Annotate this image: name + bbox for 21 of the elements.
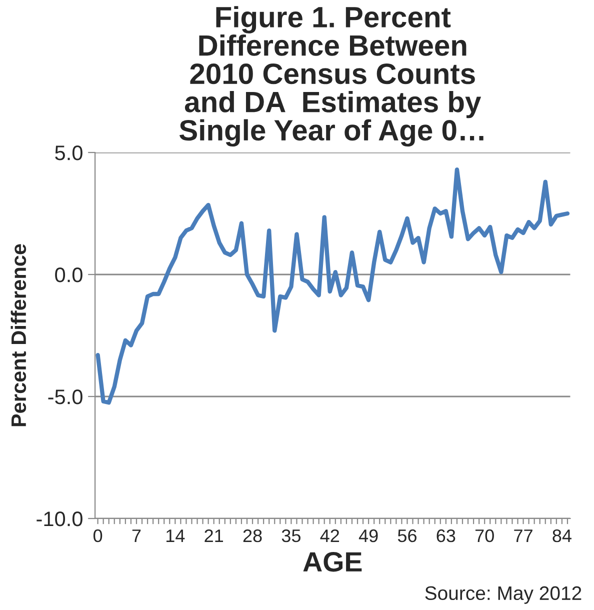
x-tick-label: 14 bbox=[166, 530, 185, 542]
chart-title: Figure 1. Percent Difference Between 2010 Census Counts and DA Estimates by Single Year of Age 0… bbox=[179, 6, 484, 147]
x-tick-label: 63 bbox=[436, 529, 456, 542]
y-tick-label: 5.0 bbox=[55, 146, 82, 160]
y-tick-label: -10.0 bbox=[36, 512, 82, 526]
x-tick-label: 7 bbox=[132, 530, 141, 542]
x-tick-label: 0 bbox=[93, 529, 102, 542]
x-tick-label: 84 bbox=[552, 529, 572, 542]
x-tick-label: 42 bbox=[320, 529, 340, 542]
x-tick-label: 70 bbox=[475, 529, 494, 542]
source-note: Source: May 2012 bbox=[425, 586, 582, 604]
y-axis-title: Percent Difference bbox=[10, 244, 26, 426]
x-tick-label: 56 bbox=[398, 529, 416, 542]
x-tick-label: 77 bbox=[514, 530, 532, 542]
x-tick-label: 28 bbox=[243, 529, 262, 542]
x-tick-label: 49 bbox=[358, 529, 378, 542]
y-tick-label: -5.0 bbox=[48, 390, 82, 404]
x-tick-label: 21 bbox=[204, 529, 223, 542]
y-tick-label: 0.0 bbox=[55, 268, 82, 282]
x-tick-label: 35 bbox=[282, 529, 300, 542]
x-axis-title: AGE bbox=[303, 552, 362, 572]
